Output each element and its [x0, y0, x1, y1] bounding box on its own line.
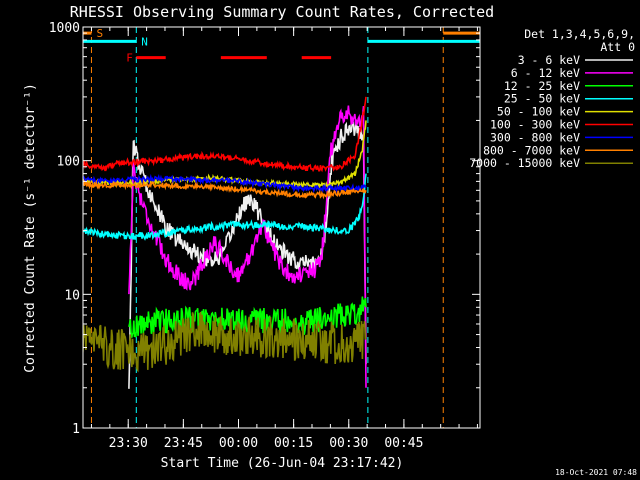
- y-axis: 1 10 100 1000: [49, 21, 480, 437]
- x-tick-label: 00:00: [219, 436, 258, 451]
- legend-entry: 100 - 300 keV: [490, 118, 580, 132]
- annotation-labels: S NF: [96, 27, 147, 65]
- legend-entry: 50 - 100 keV: [497, 105, 580, 119]
- series-line: [83, 96, 367, 173]
- x-tick-label: 00:45: [384, 436, 423, 451]
- x-axis-label: Start Time (26-Jun-04 23:17:42): [161, 456, 404, 471]
- y-tick-label: 100: [57, 155, 80, 170]
- series-line: [83, 173, 367, 241]
- legend-entry: 800 - 7000 keV: [483, 143, 580, 157]
- series-line: [83, 179, 367, 200]
- y-tick-label: 1000: [49, 21, 80, 36]
- series-line: [128, 105, 367, 388]
- x-tick-label: 23:45: [164, 436, 203, 451]
- series-line: [83, 173, 367, 194]
- x-tick-label: 00:30: [329, 436, 368, 451]
- series-line: [83, 311, 367, 373]
- legend-header: Att 0: [600, 40, 635, 54]
- observing-annotations: [83, 27, 480, 428]
- series-lines: [83, 96, 367, 389]
- night-label: N: [141, 35, 148, 48]
- flare-label: F: [126, 52, 133, 65]
- x-tick-label: 23:30: [109, 436, 148, 451]
- y-axis-label: Corrected Count Rate (s⁻¹ detector⁻¹): [23, 83, 38, 373]
- legend-header: Det 1,3,4,5,6,9,: [524, 27, 635, 41]
- legend-entry: 6 - 12 keV: [511, 66, 580, 80]
- legend-entry: 300 - 800 keV: [490, 130, 580, 144]
- legend-entry: 7000 - 15000 keV: [469, 156, 580, 170]
- x-tick-label: 00:15: [274, 436, 313, 451]
- y-tick-label: 10: [64, 288, 80, 303]
- plot-area: [83, 27, 480, 428]
- plot-frame: [82, 26, 481, 429]
- y-tick-label: 1: [72, 422, 80, 437]
- legend-entry: 3 - 6 keV: [518, 53, 580, 67]
- x-axis: 23:30 23:45 00:00 00:15 00:30 00:45: [90, 27, 478, 451]
- legend-entry: 12 - 25 keV: [504, 79, 580, 93]
- timestamp: 18-Oct-2021 07:48: [555, 468, 637, 477]
- chart-title: RHESSI Observing Summary Count Rates, Co…: [70, 3, 494, 21]
- legend-entry: 25 - 50 keV: [504, 92, 580, 106]
- saa-label: S: [96, 27, 103, 40]
